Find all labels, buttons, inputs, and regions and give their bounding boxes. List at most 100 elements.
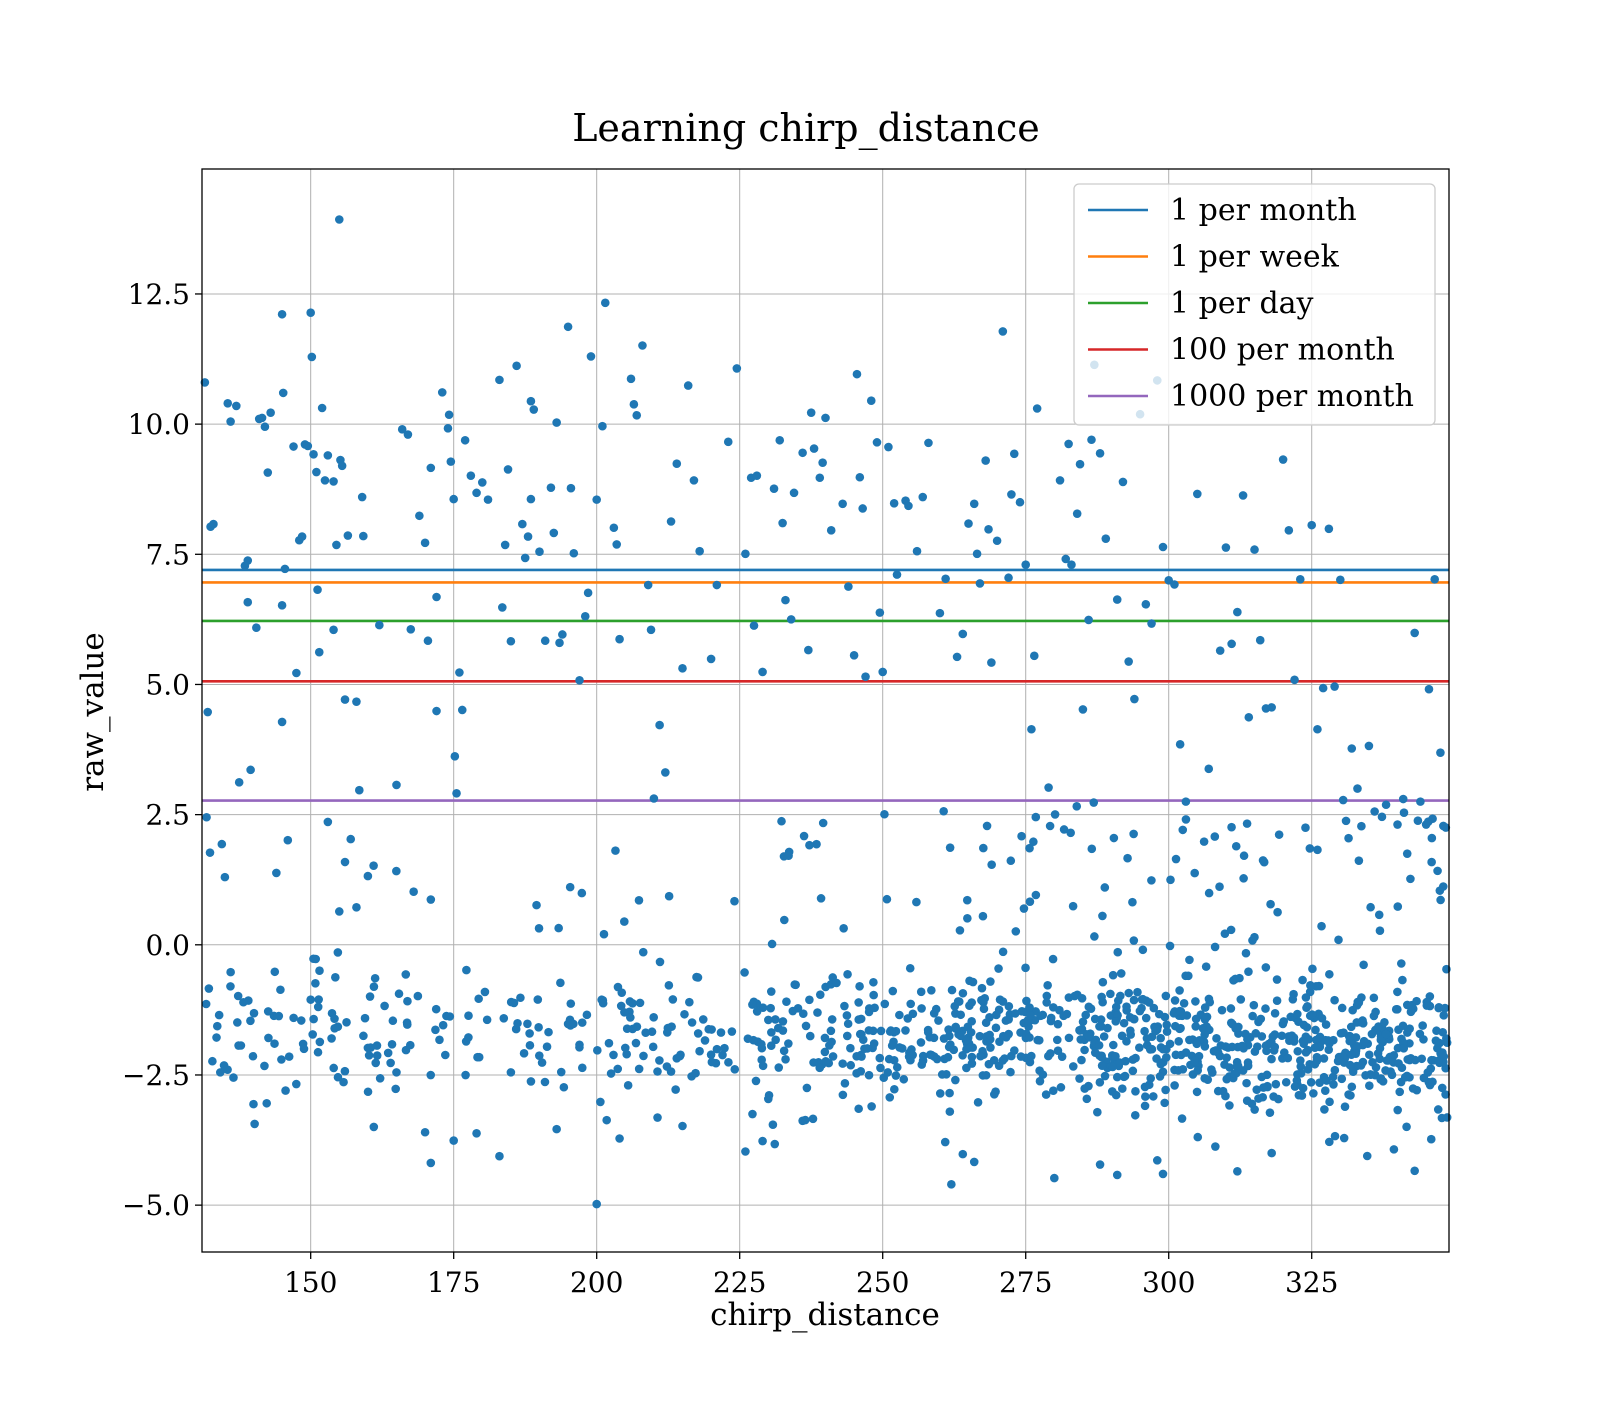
data-point bbox=[577, 1018, 587, 1027]
data-point bbox=[1059, 1011, 1068, 1021]
data-point bbox=[342, 1017, 351, 1027]
data-point bbox=[1288, 995, 1298, 1004]
data-point bbox=[1011, 927, 1021, 936]
legend-label: 1000 per month bbox=[1170, 379, 1414, 414]
data-point bbox=[446, 457, 456, 466]
data-point bbox=[1029, 837, 1038, 847]
data-point bbox=[1055, 476, 1065, 485]
data-point bbox=[1233, 607, 1242, 617]
data-point bbox=[1220, 929, 1230, 938]
legend-items: 1 per month 1 per week 1 per day 100 per mo… bbox=[1088, 193, 1414, 414]
data-point bbox=[1210, 832, 1220, 841]
data-point bbox=[967, 998, 976, 1007]
data-point bbox=[1156, 1033, 1165, 1043]
data-point bbox=[1149, 1003, 1159, 1013]
data-point bbox=[1122, 1037, 1131, 1046]
data-point bbox=[704, 1024, 714, 1034]
data-point bbox=[1156, 1043, 1166, 1052]
data-point bbox=[880, 809, 889, 819]
data-point bbox=[523, 1019, 532, 1029]
data-point bbox=[1087, 844, 1097, 854]
data-point bbox=[1141, 1092, 1150, 1101]
data-point bbox=[685, 997, 694, 1007]
data-point bbox=[1344, 833, 1353, 843]
data-point bbox=[784, 1039, 793, 1048]
data-point bbox=[558, 630, 567, 639]
data-point bbox=[1068, 901, 1078, 911]
data-point bbox=[1313, 845, 1322, 855]
data-point bbox=[1129, 936, 1139, 945]
data-point bbox=[648, 1042, 658, 1052]
data-point bbox=[1358, 1016, 1367, 1025]
data-point bbox=[249, 1008, 259, 1018]
data-point bbox=[986, 977, 995, 986]
data-point bbox=[989, 1090, 999, 1099]
data-point bbox=[912, 897, 921, 907]
data-point bbox=[526, 1077, 536, 1086]
data-point bbox=[757, 1055, 766, 1065]
data-point bbox=[1256, 1014, 1266, 1024]
data-point bbox=[1022, 996, 1031, 1006]
data-point bbox=[1428, 1077, 1437, 1087]
data-point bbox=[1293, 1070, 1302, 1079]
legend-label: 1 per week bbox=[1170, 240, 1340, 275]
data-point bbox=[1053, 1019, 1063, 1029]
data-point bbox=[313, 1002, 323, 1012]
data-point bbox=[202, 812, 211, 822]
data-point bbox=[766, 1003, 775, 1013]
data-point bbox=[248, 1051, 258, 1061]
data-point bbox=[1241, 948, 1251, 958]
data-point bbox=[1211, 1046, 1221, 1055]
data-point bbox=[818, 458, 827, 467]
data-point bbox=[1410, 1166, 1419, 1176]
data-point bbox=[1152, 1156, 1162, 1165]
data-point bbox=[1267, 1148, 1276, 1158]
data-point bbox=[1244, 967, 1253, 976]
data-point bbox=[1004, 1029, 1013, 1039]
data-point bbox=[1056, 1083, 1066, 1092]
data-point bbox=[1128, 897, 1137, 907]
data-point bbox=[308, 1030, 317, 1039]
data-point bbox=[1419, 1035, 1428, 1044]
data-point bbox=[369, 1122, 379, 1132]
data-point bbox=[649, 1013, 658, 1022]
data-point bbox=[1191, 997, 1200, 1006]
data-point bbox=[1026, 1010, 1035, 1020]
data-point bbox=[278, 388, 288, 398]
data-point bbox=[815, 990, 825, 999]
data-point bbox=[1419, 1073, 1429, 1083]
data-point bbox=[653, 1067, 662, 1076]
data-point bbox=[1048, 954, 1058, 964]
data-point bbox=[214, 1010, 224, 1020]
data-point bbox=[1423, 817, 1433, 826]
data-point bbox=[1162, 1053, 1171, 1062]
data-point bbox=[1042, 998, 1051, 1007]
data-point bbox=[1252, 1085, 1262, 1094]
data-point bbox=[904, 501, 913, 511]
data-point bbox=[1158, 1169, 1168, 1179]
data-point bbox=[732, 364, 742, 373]
data-point bbox=[1036, 1011, 1045, 1021]
data-point bbox=[724, 1058, 733, 1067]
data-point bbox=[283, 835, 293, 845]
data-point bbox=[809, 444, 819, 453]
data-point bbox=[537, 1058, 547, 1067]
data-point bbox=[1380, 1017, 1389, 1027]
data-point bbox=[307, 352, 317, 362]
data-point bbox=[876, 1026, 886, 1036]
data-point bbox=[846, 1060, 856, 1070]
data-point bbox=[781, 595, 790, 605]
data-point bbox=[1029, 651, 1039, 661]
data-point bbox=[435, 1035, 444, 1045]
data-point bbox=[1210, 942, 1220, 952]
data-point bbox=[1161, 991, 1171, 1001]
x-tick-label: 200 bbox=[570, 1266, 623, 1299]
data-point bbox=[839, 923, 848, 933]
data-point bbox=[945, 1107, 955, 1116]
data-point bbox=[1351, 1033, 1361, 1042]
data-point bbox=[1262, 1046, 1271, 1056]
data-point bbox=[934, 1016, 943, 1025]
data-point bbox=[1341, 816, 1351, 826]
data-point bbox=[556, 1067, 566, 1077]
data-point bbox=[246, 765, 255, 775]
